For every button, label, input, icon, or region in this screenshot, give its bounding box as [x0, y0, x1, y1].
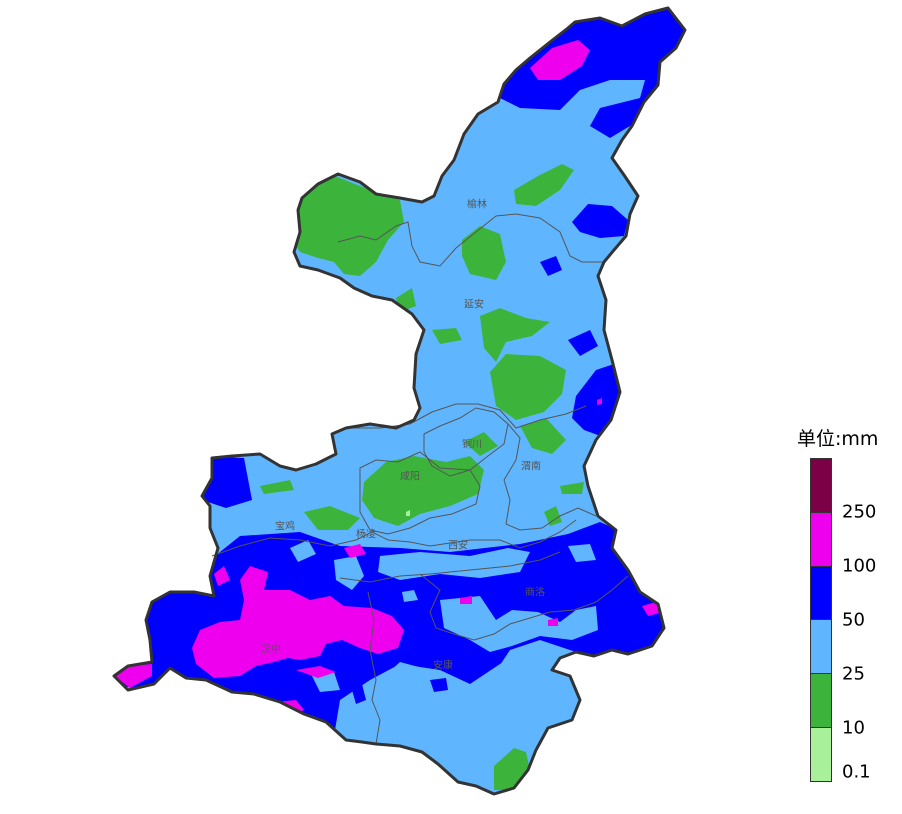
city-label-hanzhong: 汉中: [261, 644, 281, 656]
border-yulin-yanan: [337, 213, 604, 267]
border-xianyang: [359, 451, 481, 535]
rain-band-10-25-nw: [280, 170, 404, 276]
province-outline: [112, 6, 687, 796]
city-label-weinan: 渭南: [521, 461, 541, 473]
rain-band-100-250-h2: [214, 566, 230, 586]
rain-band-10-25-guanzhong: [362, 456, 484, 526]
city-label-yangling: 杨凌: [356, 529, 376, 541]
rain-band-10-25-c2: [432, 328, 462, 344]
rain-band-25-50-s1: [290, 540, 316, 562]
border-hanzhong-ankang: [367, 591, 381, 745]
legend-tick-label: 50: [842, 609, 865, 631]
rain-band-10-25-c4: [520, 418, 566, 454]
rain-band-25-50-s3: [378, 548, 530, 580]
rain-band-50-100-west: [200, 456, 252, 508]
rain-band-50-100-ankang2: [430, 678, 448, 692]
legend-swatch: [811, 512, 831, 567]
city-label-tongchuan: 铜川: [462, 439, 482, 451]
legend-tick-label: 250: [842, 501, 877, 523]
border-weinan: [503, 423, 597, 531]
rain-band-100-250-north: [530, 40, 590, 80]
rain-band-50-100-ankang1: [352, 684, 366, 704]
rain-band-10-25-c1: [480, 308, 550, 362]
rain-band-25-50-s4: [568, 544, 596, 562]
rain-band-25-50-s7: [402, 590, 418, 602]
border-xian: [371, 519, 577, 549]
legend-swatch: [811, 674, 831, 729]
border-baoji: [211, 531, 373, 557]
legend-tick-label: 25: [842, 663, 865, 685]
rain-band-10-25-g4: [304, 506, 360, 530]
rain-band-10-25-g5: [560, 482, 584, 494]
legend-tick-label: 100: [842, 555, 877, 577]
rain-band-0-10-guanzhong: [406, 510, 410, 516]
legend-swatch: [811, 459, 831, 513]
rain-band-50-100-ne3: [568, 330, 598, 356]
rain-band-100-250-hanzhong: [192, 566, 404, 678]
city-label-xian: 西安: [448, 540, 468, 552]
city-label-shangluo: 商洛: [525, 587, 545, 599]
rain-band-100-250-east: [597, 398, 602, 405]
rain-band-100-250-h3: [114, 664, 152, 688]
rain-band-10-25-n1: [514, 164, 574, 206]
legend-swatch: [811, 728, 831, 781]
city-label-xianyang: 咸阳: [400, 471, 420, 483]
city-label-baoji: 宝鸡: [275, 521, 295, 533]
rain-band-10-25-g2: [464, 432, 498, 456]
city-label-yanan: 延安: [464, 299, 484, 311]
rain-band-10-25-g6: [544, 506, 562, 526]
rain-band-10-25-n2: [462, 226, 506, 280]
city-label-ankang: 安康: [433, 660, 453, 672]
legend-colorbar: [810, 458, 832, 782]
border-tongchuan: [423, 407, 509, 477]
legend-swatch: [811, 620, 831, 675]
city-label-yulin: 榆林: [467, 199, 487, 211]
rain-band-25-50-s2: [334, 556, 364, 590]
legend-tick-label: 0.1: [842, 761, 871, 783]
rain-band-100-250-h5: [296, 666, 336, 678]
rain-band-10-25-c3: [490, 354, 566, 420]
legend-swatch: [811, 566, 831, 621]
rain-band-50-100-ne2: [540, 256, 562, 276]
rain-band-100-250-h8: [548, 618, 558, 626]
border-xian-south: [339, 551, 561, 583]
legend-title: 单位:mm: [797, 428, 879, 450]
rain-band-100-250-h7: [460, 596, 472, 604]
rain-band-100-250-h6: [344, 544, 366, 558]
rain-band-10-25-g3: [260, 480, 294, 494]
legend-tick-label: 10: [842, 717, 865, 739]
rain-band-50-100-ne1: [572, 204, 628, 238]
border-shangluo-west: [419, 573, 629, 641]
